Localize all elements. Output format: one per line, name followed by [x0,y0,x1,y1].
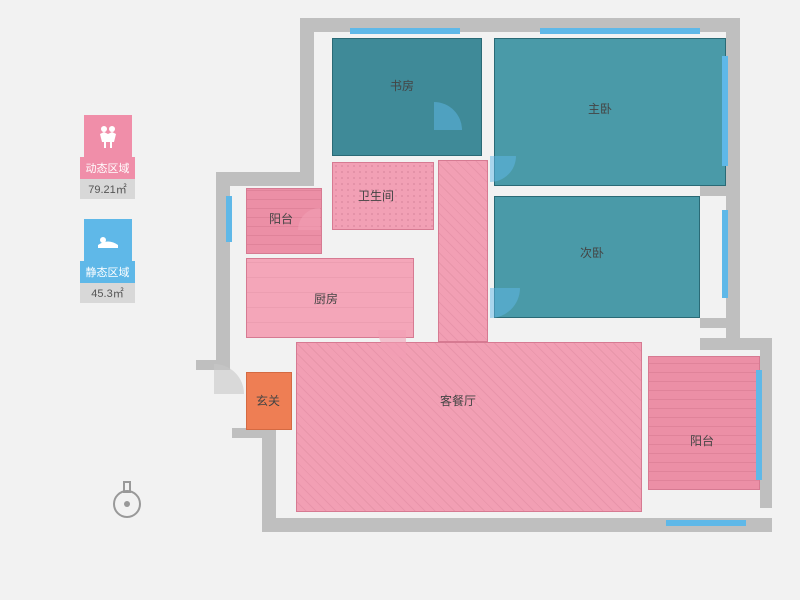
wall [262,430,276,530]
window [540,28,700,34]
wall [726,18,740,344]
wall [300,18,314,178]
window [226,196,232,242]
window [722,210,728,298]
window [350,28,460,34]
door-arc [298,208,342,252]
door-arc [378,302,434,358]
window [756,370,762,480]
door-arc [406,102,462,158]
door-arc [464,130,516,182]
wall [216,172,314,186]
room-entrance [246,372,292,430]
room-bathroom [332,162,434,230]
door-arc [184,364,244,424]
wall [700,186,738,196]
room-master_bedroom [494,38,726,186]
room-balcony2 [648,356,760,490]
compass-icon [110,480,144,525]
wall [700,318,738,328]
window [666,520,746,526]
room-living_dining [296,342,642,512]
room-second_bedroom [494,196,700,318]
window [722,56,728,166]
door-arc [460,258,520,318]
